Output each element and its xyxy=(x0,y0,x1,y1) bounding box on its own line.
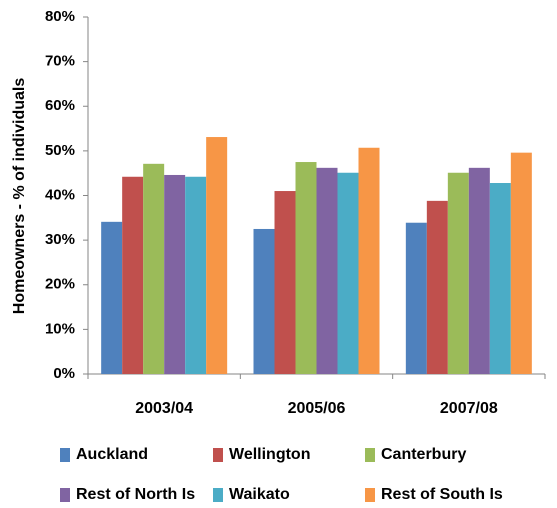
bar xyxy=(185,176,207,374)
legend-label: Waikato xyxy=(229,486,290,503)
bar xyxy=(164,174,186,374)
bar xyxy=(122,176,144,374)
legend-marker xyxy=(213,488,223,502)
y-tick-label: 20% xyxy=(45,276,75,293)
bar xyxy=(337,172,359,374)
bar xyxy=(101,221,123,374)
bar xyxy=(206,137,228,374)
bar xyxy=(316,167,338,374)
bar xyxy=(253,228,275,374)
y-tick-label: 30% xyxy=(45,231,75,248)
legend-label: Auckland xyxy=(76,446,148,463)
x-tick-label: 2005/06 xyxy=(288,400,346,417)
legend-marker xyxy=(213,448,223,462)
y-tick-label: 0% xyxy=(53,365,75,382)
y-tick-label: 40% xyxy=(45,186,75,203)
bar xyxy=(489,183,511,374)
bar xyxy=(510,152,532,374)
legend-label: Wellington xyxy=(229,446,310,463)
y-tick-label: 60% xyxy=(45,97,75,114)
bar xyxy=(143,163,165,374)
legend-marker xyxy=(60,448,70,462)
y-axis-label: Homeowners - % of individuals xyxy=(11,78,28,315)
y-tick-label: 70% xyxy=(45,53,75,70)
bar xyxy=(358,147,380,374)
bar xyxy=(426,200,448,374)
bar xyxy=(447,172,469,374)
legend-label: Rest of South Is xyxy=(381,486,503,503)
bar xyxy=(274,191,296,374)
legend-marker xyxy=(365,488,375,502)
bar xyxy=(468,167,490,374)
y-tick-label: 50% xyxy=(45,142,75,159)
y-tick-label: 80% xyxy=(45,8,75,25)
bar xyxy=(405,222,427,374)
legend-label: Canterbury xyxy=(381,446,466,463)
x-tick-label: 2007/08 xyxy=(440,400,498,417)
y-tick-label: 10% xyxy=(45,320,75,337)
legend-marker xyxy=(60,488,70,502)
legend-marker xyxy=(365,448,375,462)
bar xyxy=(295,162,317,374)
legend-label: Rest of North Is xyxy=(76,486,195,503)
x-tick-label: 2003/04 xyxy=(135,400,193,417)
